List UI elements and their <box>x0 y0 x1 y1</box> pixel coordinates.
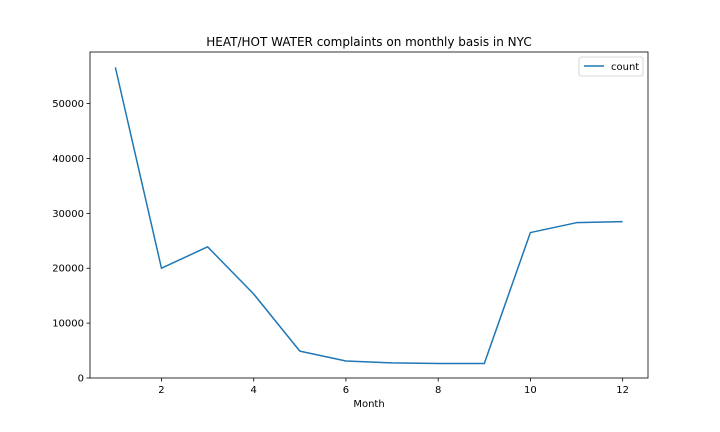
series-line-count <box>114 67 623 365</box>
legend-box <box>578 56 644 77</box>
x-tick-label: 10 <box>524 385 537 396</box>
y-tick-label: 20000 <box>52 264 84 275</box>
y-tick-label: 50000 <box>52 99 84 110</box>
y-tick-label: 30000 <box>52 209 84 220</box>
x-tick-label: 6 <box>343 385 349 396</box>
x-tick-label: 8 <box>435 385 441 396</box>
legend-label-count: count <box>611 62 639 73</box>
x-tick-label: 12 <box>616 385 629 396</box>
x-axis: 2 4 6 8 10 12 <box>158 378 629 396</box>
chart-title: HEAT/HOT WATER complaints on monthly bas… <box>206 35 531 49</box>
x-tick-label: 2 <box>158 385 164 396</box>
y-axis: 0 10000 20000 30000 40000 50000 <box>52 99 90 385</box>
plot-area-frame <box>89 51 649 379</box>
legend: count <box>578 56 644 77</box>
series-layer <box>114 67 623 365</box>
y-tick-label: 40000 <box>52 154 84 165</box>
x-axis-label: Month <box>353 399 384 410</box>
y-tick-label: 10000 <box>52 319 84 330</box>
y-tick-label: 0 <box>78 374 84 385</box>
x-tick-label: 4 <box>251 385 257 396</box>
